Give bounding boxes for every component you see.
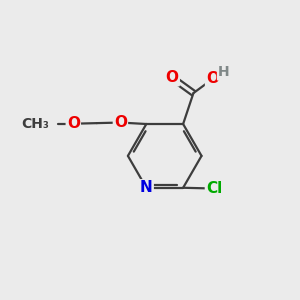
Text: CH₃: CH₃ (21, 117, 49, 131)
Text: O: O (166, 70, 179, 85)
Text: O: O (206, 71, 219, 86)
Text: O: O (67, 116, 80, 131)
Text: O: O (114, 115, 127, 130)
Text: Cl: Cl (206, 181, 222, 196)
Text: H: H (218, 65, 230, 80)
Text: N: N (140, 180, 153, 195)
